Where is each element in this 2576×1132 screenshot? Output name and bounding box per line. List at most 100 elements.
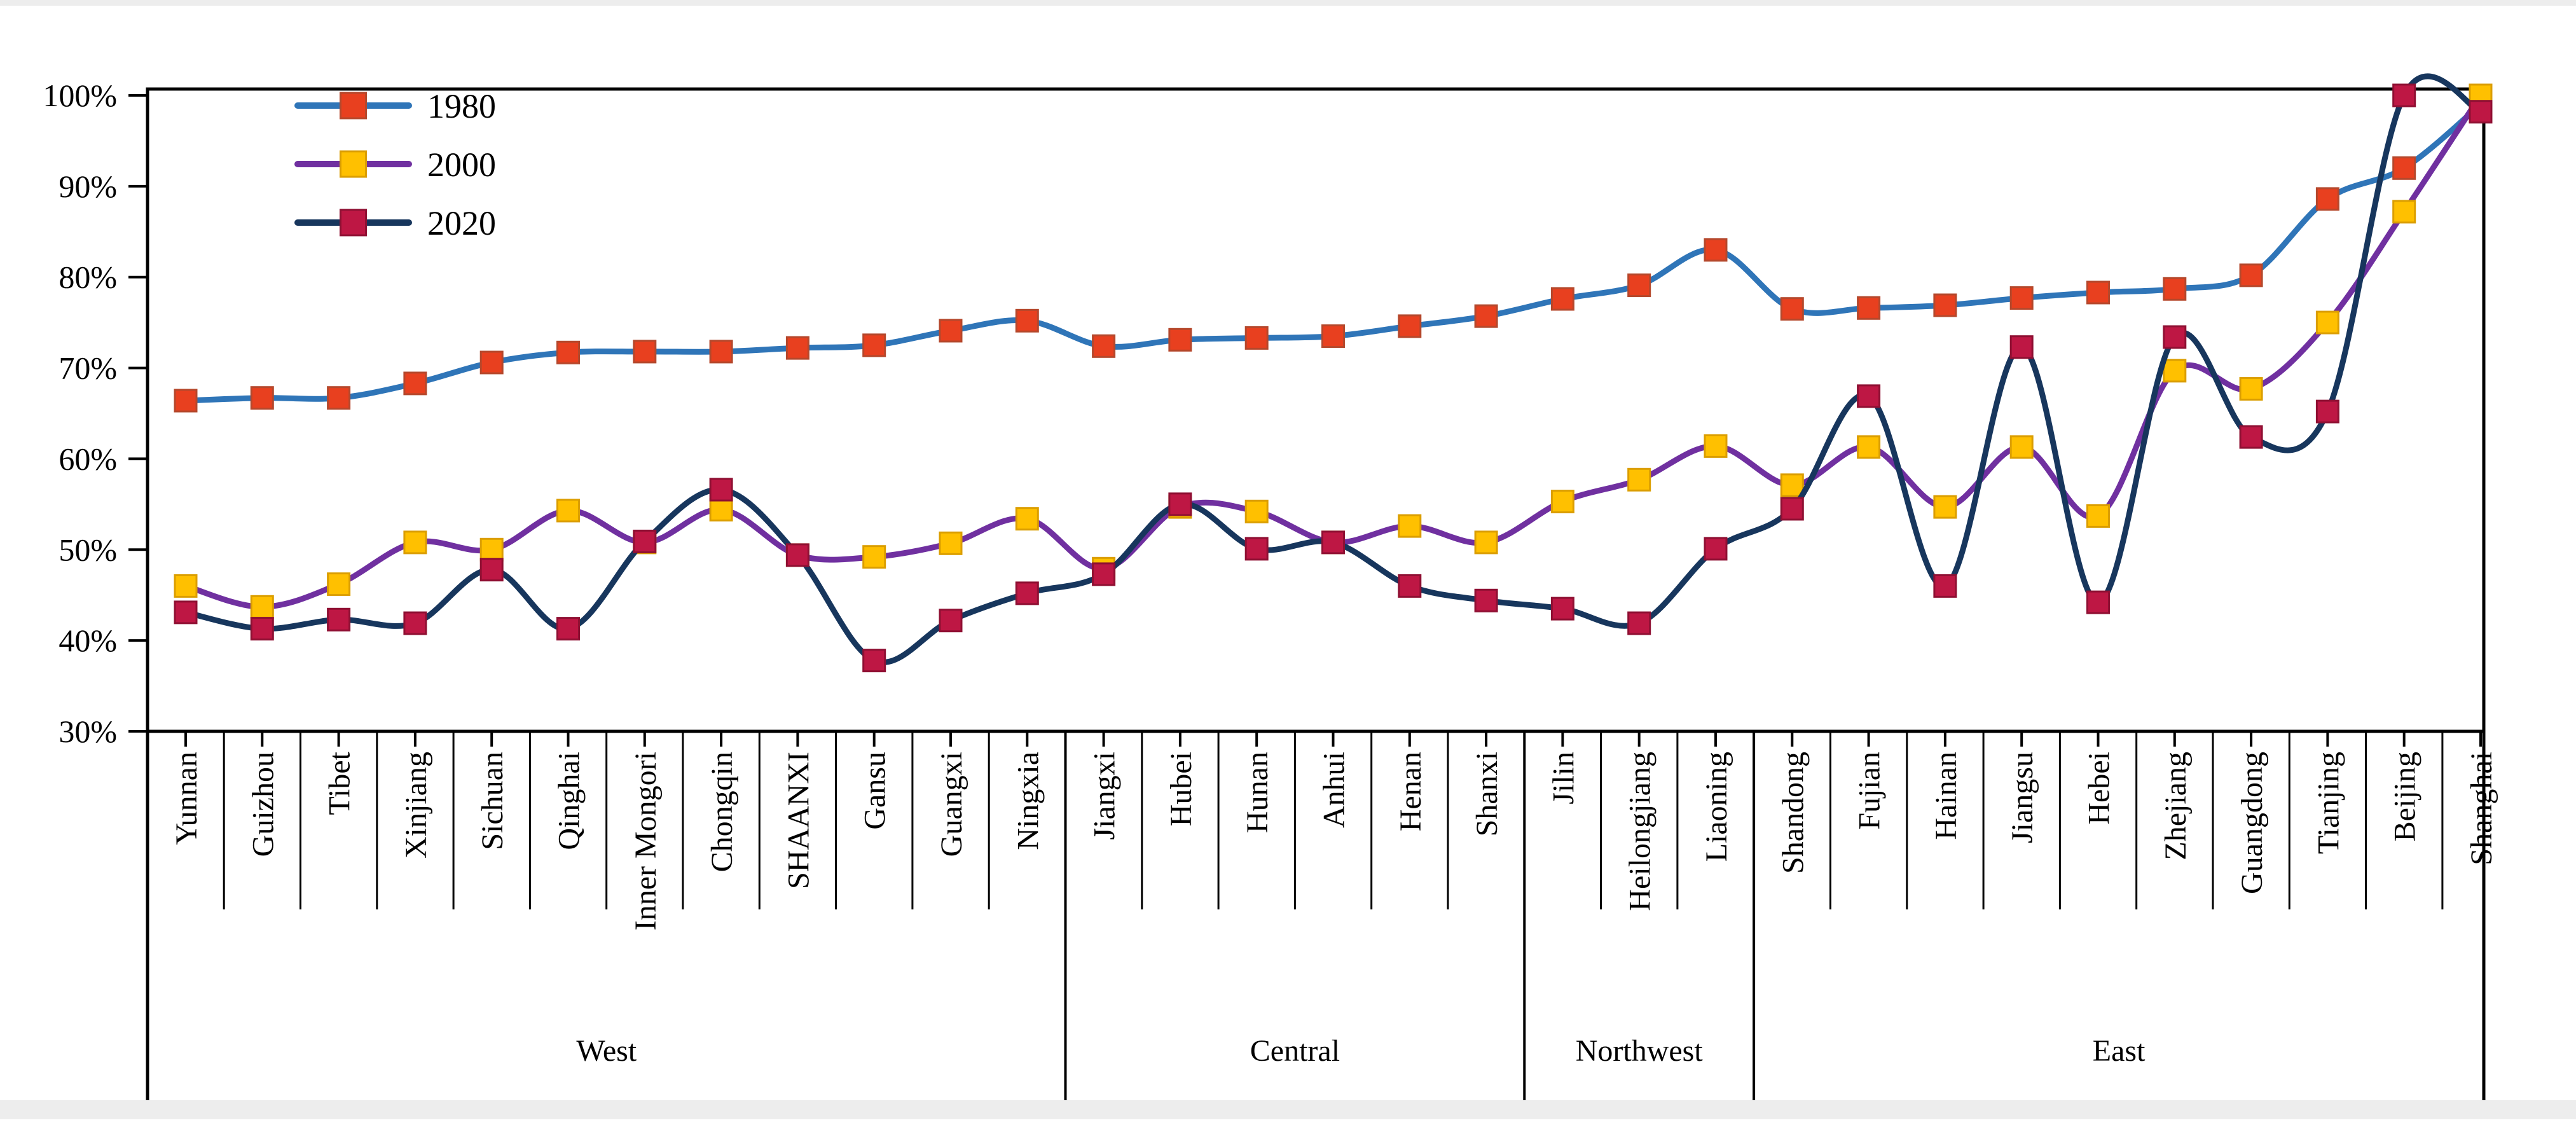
y-axis-label: 80%	[59, 259, 117, 295]
legend-marker-2000	[340, 150, 367, 178]
data-point-2000	[479, 537, 504, 562]
data-point-2020	[1015, 581, 1039, 605]
data-point-1980	[403, 371, 427, 396]
data-point-1980	[1244, 326, 1269, 350]
data-point-1980	[1398, 314, 1422, 338]
data-point-1980	[556, 340, 580, 364]
data-point-2020	[1550, 597, 1574, 621]
data-point-2020	[2315, 399, 2339, 424]
legend-label-2000: 2000	[427, 146, 496, 184]
data-point-2020	[1398, 574, 1422, 598]
x-axis-label: Shandong	[1776, 752, 1810, 874]
x-axis-label: Jiangsu	[2006, 752, 2039, 843]
data-point-1980	[2163, 277, 2187, 301]
y-axis-label: 40%	[59, 623, 117, 658]
y-axis-label: 50%	[59, 532, 117, 567]
x-axis-label: Shanghai	[2465, 752, 2498, 866]
region-label: Northwest	[1576, 1034, 1704, 1068]
data-point-2000	[2163, 359, 2187, 383]
x-axis-label: Qinghai	[553, 752, 586, 850]
data-point-1980	[2239, 263, 2263, 287]
y-axis-label: 60%	[59, 441, 117, 476]
data-point-2020	[862, 649, 886, 673]
region-label: East	[2093, 1034, 2146, 1068]
data-point-2000	[709, 497, 733, 521]
data-point-2020	[1321, 530, 1345, 555]
data-point-1980	[939, 319, 963, 343]
legend-item-2020: 2020	[294, 204, 496, 242]
x-axis-label: Ningxia	[1011, 752, 1045, 850]
legend-label-2020: 2020	[427, 204, 496, 242]
data-point-2000	[327, 572, 351, 597]
data-point-1980	[1780, 297, 1804, 321]
data-point-2000	[1933, 495, 1957, 519]
data-point-1980	[2086, 280, 2110, 305]
x-axis-label: Zhejiang	[2159, 752, 2193, 860]
data-point-2000	[862, 545, 886, 569]
data-point-2020	[709, 478, 733, 502]
data-point-2000	[174, 574, 198, 598]
series-line-2000	[183, 92, 2484, 610]
x-axis-label: Hubei	[1164, 752, 1198, 826]
data-point-1980	[1550, 287, 1574, 311]
data-point-1980	[327, 386, 351, 410]
data-point-2000	[1627, 467, 1651, 492]
x-axis-label: Inner Mongori	[629, 752, 663, 930]
x-axis-label: Beijing	[2388, 752, 2422, 841]
page-top-strip	[0, 0, 2576, 6]
data-point-2020	[2163, 325, 2187, 349]
data-point-2020	[174, 600, 198, 625]
data-point-2000	[1780, 473, 1804, 497]
x-axis-label: Guangdong	[2235, 752, 2269, 894]
data-point-1980	[250, 386, 274, 410]
x-axis-label: Shanxi	[1470, 752, 1504, 836]
x-axis-label: Yunnan	[170, 752, 203, 845]
data-point-1980	[633, 340, 657, 364]
data-point-2020	[785, 543, 809, 567]
y-axis-label: 70%	[59, 350, 117, 386]
data-point-2020	[1704, 537, 1728, 561]
x-axis-label: Hunan	[1241, 752, 1274, 833]
x-axis-label: Gansu	[858, 752, 892, 830]
data-point-2000	[2009, 435, 2034, 459]
data-point-2020	[633, 529, 657, 553]
data-point-2000	[2315, 310, 2339, 335]
x-axis-label: Hainan	[1929, 752, 1963, 840]
data-point-1980	[2315, 187, 2339, 211]
data-point-2020	[1780, 497, 1804, 521]
data-point-2000	[1550, 490, 1574, 514]
x-axis-label: Guizhou	[246, 752, 280, 857]
y-axis-label: 30%	[59, 714, 117, 749]
y-axis-label: 90%	[59, 169, 117, 204]
data-point-1980	[1168, 328, 1192, 352]
data-point-1980	[1474, 304, 1498, 328]
data-point-2020	[479, 558, 504, 582]
x-axis-label: Chongqin	[705, 752, 739, 872]
data-point-2000	[1015, 507, 1039, 531]
region-label: Central	[1250, 1034, 1340, 1068]
data-point-1980	[2009, 286, 2034, 310]
x-axis-label: Xinjiang	[399, 752, 433, 859]
data-point-1980	[2392, 156, 2416, 180]
data-point-1980	[1627, 273, 1651, 298]
legend-marker-1980	[340, 92, 367, 120]
data-point-2020	[250, 617, 274, 641]
data-point-1980	[1092, 334, 1116, 358]
x-axis-label: Jilin	[1546, 752, 1580, 804]
data-point-2000	[2239, 376, 2263, 401]
x-axis-label: Henan	[1394, 752, 1428, 831]
x-axis-label: Liaoning	[1700, 752, 1733, 862]
data-point-2020	[327, 607, 351, 632]
data-point-2000	[403, 530, 427, 555]
plot-frame	[146, 87, 2486, 733]
data-point-2000	[250, 595, 274, 619]
series-line-1980	[183, 101, 2484, 404]
data-point-2020	[1244, 537, 1269, 561]
data-point-2020	[2086, 590, 2110, 614]
data-point-2000	[2086, 504, 2110, 528]
data-point-2020	[2392, 83, 2416, 107]
data-point-1980	[479, 350, 504, 375]
region-label: West	[576, 1034, 637, 1068]
y-axis-label: 100%	[43, 78, 117, 113]
